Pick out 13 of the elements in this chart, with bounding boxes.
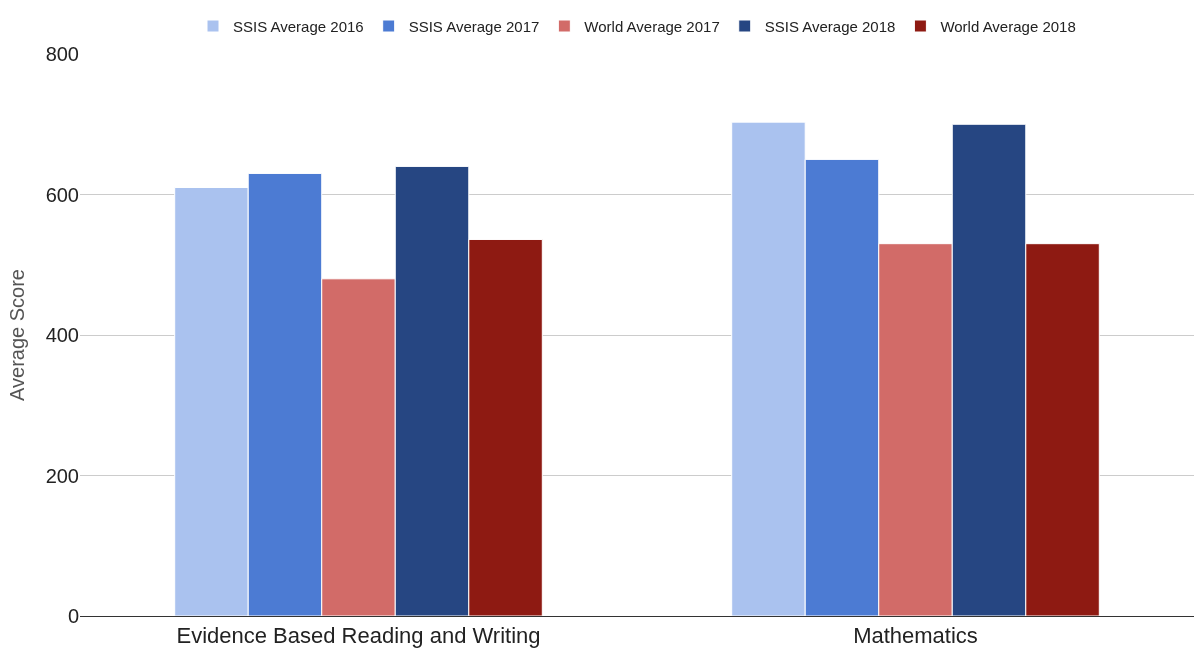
- legend-label: World Average 2018: [940, 17, 1076, 35]
- legend-label: SSIS Average 2018: [764, 17, 896, 35]
- y-tick-label: 400: [45, 324, 79, 346]
- y-tick-label: 0: [67, 605, 79, 627]
- legend-label: World Average 2017: [584, 17, 720, 35]
- y-tick-label: 200: [45, 464, 79, 487]
- y-tick-label: 800: [45, 43, 79, 65]
- legend-label: SSIS Average 2016: [233, 17, 364, 35]
- x-tick-label: Evidence Based Reading and Writing: [176, 623, 541, 649]
- y-tick-label: 600: [45, 183, 79, 206]
- x-tick-label: Mathematics: [853, 623, 978, 649]
- legend-label: SSIS Average 2017: [408, 17, 540, 35]
- y-axis-title: Average Score: [6, 269, 29, 401]
